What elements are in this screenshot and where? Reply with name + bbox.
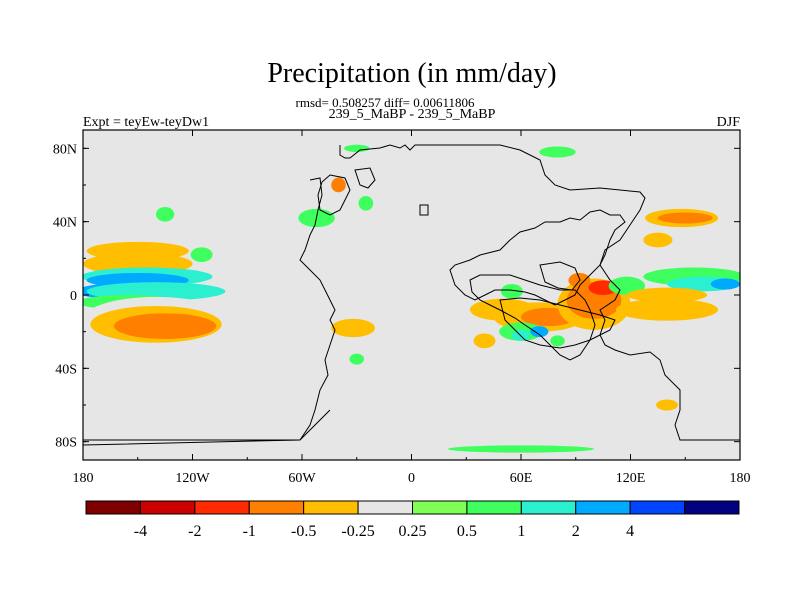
anomaly-patch bbox=[643, 232, 673, 248]
season-label: DJF bbox=[717, 115, 741, 130]
colorbar-swatch bbox=[466, 500, 522, 515]
x-tick-label: 180 bbox=[73, 471, 94, 486]
anomaly-patch bbox=[550, 335, 565, 347]
anomaly-patch bbox=[448, 445, 594, 453]
colorbar: -4 -2 -1 -0.5 -0.25 0.25 0.5 1 2 4 bbox=[85, 500, 740, 540]
colorbar-label: 0.25 bbox=[399, 523, 427, 540]
colorbar-label: -0.25 bbox=[341, 523, 374, 540]
colorbar-label: -2 bbox=[188, 523, 201, 540]
anomaly-patch bbox=[539, 146, 576, 158]
colorbar-swatch bbox=[85, 500, 141, 515]
colorbar-label: 0.5 bbox=[457, 523, 477, 540]
colorbar-label: -4 bbox=[134, 523, 147, 540]
eurasia-coastline bbox=[449, 209, 626, 306]
inner-coastline-a bbox=[499, 297, 616, 349]
colorbar-swatch bbox=[248, 500, 305, 515]
new-world-coastline bbox=[82, 177, 336, 446]
axes: 180 120W 60W 0 60E 120E 180 80N 40N 0 40S 80S bbox=[53, 130, 751, 486]
anomaly-patch bbox=[114, 313, 217, 339]
anomaly-patch bbox=[473, 333, 496, 349]
colorbar-swatch bbox=[357, 500, 414, 515]
anomaly-patch bbox=[710, 278, 740, 290]
x-tick-label: 120W bbox=[175, 471, 210, 486]
anomaly-patch bbox=[343, 144, 370, 152]
arctic-island-coastline bbox=[354, 167, 376, 189]
y-tick-label: 80N bbox=[53, 142, 77, 157]
inner-coastline-b bbox=[539, 261, 581, 291]
anomaly-patch bbox=[615, 298, 719, 321]
chart-subtitle: 239_5_MaBP - 239_5_MaBP bbox=[329, 107, 496, 122]
x-tick-label: 0 bbox=[408, 471, 415, 486]
colorbar-label: 4 bbox=[626, 523, 634, 540]
anomaly-patch bbox=[83, 212, 102, 224]
anomaly-patch bbox=[156, 207, 175, 222]
anomaly-contours bbox=[83, 144, 740, 453]
colorbar-swatch bbox=[139, 500, 196, 515]
stats-line: rmsd= 0.508257 diff= 0.00611806 bbox=[296, 95, 475, 110]
colorbar-swatch bbox=[575, 500, 631, 515]
continent-outlines bbox=[82, 144, 740, 446]
anomaly-patch bbox=[349, 353, 365, 365]
y-tick-label: 80S bbox=[55, 436, 77, 451]
chart-title: Precipitation (in mm/day) bbox=[267, 58, 556, 89]
greenland-coastline bbox=[317, 174, 351, 216]
colorbar-swatch bbox=[520, 500, 577, 515]
anomaly-patch bbox=[656, 399, 678, 411]
x-tick-label: 60E bbox=[510, 471, 533, 486]
colorbar-swatch bbox=[629, 500, 686, 515]
anomaly-patch bbox=[190, 247, 213, 262]
anomaly-patch bbox=[670, 362, 700, 374]
anomaly-patch bbox=[530, 326, 549, 338]
colorbar-label: 1 bbox=[517, 523, 525, 540]
anomaly-patch bbox=[612, 331, 722, 351]
anomaly-patch bbox=[500, 284, 523, 299]
antarctic-coastline bbox=[83, 409, 331, 441]
small-island-coastline bbox=[419, 204, 429, 216]
x-tick-label: 60W bbox=[288, 471, 316, 486]
colorbar-label: -1 bbox=[243, 523, 256, 540]
anomaly-patch bbox=[331, 318, 375, 338]
anomaly-patch bbox=[657, 212, 713, 224]
anomaly-patch bbox=[701, 392, 724, 400]
africa-coastline bbox=[469, 274, 596, 361]
y-tick-label: 0 bbox=[70, 289, 77, 304]
colorbar-swatch bbox=[303, 500, 359, 515]
colorbar-label: 2 bbox=[572, 523, 580, 540]
colorbar-swatch bbox=[412, 500, 468, 515]
y-tick-label: 40S bbox=[55, 362, 77, 377]
y-tick-label: 40N bbox=[53, 216, 77, 231]
x-tick-label: 120E bbox=[616, 471, 646, 486]
anomaly-patch bbox=[626, 287, 708, 303]
colorbar-swatch bbox=[194, 500, 250, 515]
anomaly-patch bbox=[83, 337, 124, 356]
experiment-label: Expt = teyEw-teyDw1 bbox=[83, 115, 209, 130]
x-tick-label: 180 bbox=[730, 471, 751, 486]
colorbar-swatch bbox=[684, 500, 740, 515]
americas-coastline bbox=[339, 144, 740, 441]
anomaly-patch bbox=[331, 177, 346, 193]
anomaly-patch bbox=[358, 196, 374, 211]
colorbar-label: -0.5 bbox=[291, 523, 316, 540]
